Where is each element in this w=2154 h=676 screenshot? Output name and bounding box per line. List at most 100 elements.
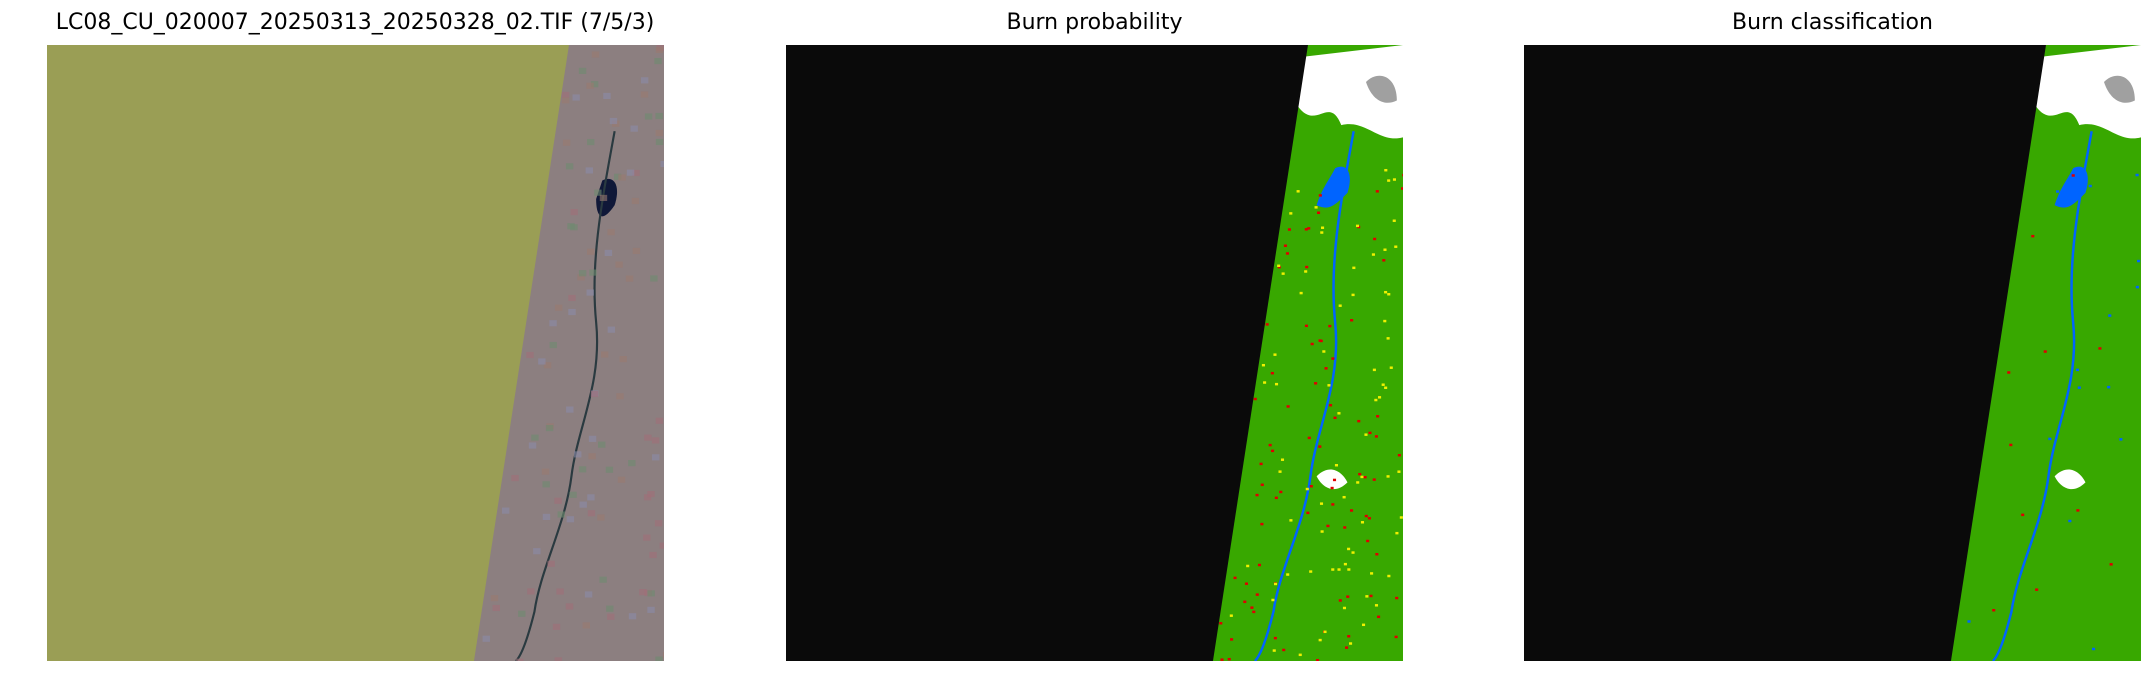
burn-pixel bbox=[1376, 415, 1380, 418]
burn-pixel bbox=[2092, 647, 2096, 651]
burn-classification-panel bbox=[1524, 45, 2141, 661]
burn-pixel bbox=[1334, 464, 1339, 467]
land-texture bbox=[566, 516, 575, 523]
land-texture bbox=[582, 622, 590, 629]
burn-pixel bbox=[1265, 323, 1269, 326]
land-texture bbox=[518, 610, 526, 617]
land-texture bbox=[542, 513, 551, 521]
burn-pixel bbox=[1274, 582, 1278, 586]
nodata-area bbox=[786, 45, 1308, 661]
land-texture bbox=[632, 169, 640, 177]
burn-pixel bbox=[1368, 431, 1372, 435]
burn-pixel bbox=[1263, 381, 1267, 384]
burn-pixel bbox=[1384, 168, 1388, 172]
land-texture bbox=[578, 466, 587, 473]
burn-pixel bbox=[1289, 519, 1293, 522]
burn-pixel bbox=[2075, 368, 2079, 372]
land-texture bbox=[654, 520, 663, 527]
land-texture bbox=[594, 189, 602, 196]
land-texture bbox=[644, 113, 653, 120]
land-texture bbox=[654, 57, 662, 65]
burn-pixel bbox=[1347, 568, 1351, 571]
burn-pixel bbox=[1299, 291, 1303, 295]
burn-pixel bbox=[1387, 293, 1391, 296]
burn-pixel bbox=[1331, 503, 1335, 506]
burn-pixel bbox=[1352, 266, 1356, 270]
land-texture bbox=[607, 613, 615, 620]
land-texture bbox=[630, 125, 638, 132]
burn-pixel bbox=[1401, 187, 1403, 190]
burn-pixel bbox=[1321, 226, 1325, 229]
land-texture bbox=[511, 474, 519, 482]
land-texture bbox=[616, 393, 624, 400]
cloud-mask bbox=[2054, 469, 2086, 490]
burn-pixel bbox=[1285, 252, 1290, 255]
land-texture bbox=[573, 451, 582, 458]
burn-pixel bbox=[1389, 366, 1393, 369]
land-texture bbox=[619, 356, 627, 363]
land-texture bbox=[613, 173, 622, 180]
land-texture bbox=[568, 294, 576, 302]
burn-pixel bbox=[1337, 412, 1341, 415]
land-texture bbox=[562, 139, 571, 146]
burn-pixel bbox=[1233, 576, 1237, 580]
land-texture bbox=[598, 441, 606, 448]
burn-pixel bbox=[1279, 490, 1283, 494]
burn-pixel bbox=[1281, 272, 1285, 275]
land-texture bbox=[652, 454, 660, 461]
burn-pixel bbox=[1383, 248, 1387, 251]
land-texture bbox=[579, 501, 587, 508]
burn-pixel bbox=[1296, 190, 1300, 193]
burn-pixel bbox=[1326, 524, 1330, 528]
burn-pixel bbox=[1305, 487, 1309, 491]
burn-pixel bbox=[1394, 245, 1398, 248]
land-texture bbox=[569, 491, 577, 498]
land-texture bbox=[554, 304, 563, 311]
land-texture bbox=[561, 91, 570, 99]
land-texture bbox=[547, 560, 555, 567]
burn-pixel bbox=[2107, 385, 2111, 389]
rgb-image-panel bbox=[47, 45, 664, 661]
burn-pixel bbox=[1372, 478, 1376, 481]
burn-pixel bbox=[1366, 539, 1370, 543]
land-texture bbox=[640, 91, 649, 98]
burn-pixel bbox=[1337, 568, 1341, 571]
river bbox=[515, 131, 616, 661]
land-texture bbox=[643, 494, 652, 501]
burn-pixel bbox=[1318, 194, 1322, 197]
burn-pixel bbox=[1283, 244, 1287, 247]
land-texture bbox=[554, 657, 563, 661]
burn-pixel bbox=[1271, 598, 1275, 602]
burn-pixel bbox=[1282, 648, 1286, 652]
land-texture bbox=[597, 514, 605, 521]
land-texture bbox=[556, 588, 564, 595]
burn-pixel bbox=[2076, 509, 2080, 512]
burn-pixel bbox=[2043, 350, 2047, 353]
land-texture bbox=[589, 269, 597, 276]
burn-pixel bbox=[1309, 570, 1313, 573]
land-texture bbox=[568, 308, 576, 316]
land-texture bbox=[599, 194, 608, 202]
cloud-mask bbox=[1298, 45, 1403, 139]
burn-pixel bbox=[1328, 404, 1333, 407]
burn-pixel bbox=[1305, 265, 1309, 269]
burn-pixel bbox=[1384, 386, 1388, 389]
burn-pixel bbox=[1387, 179, 1391, 182]
burn-pixel bbox=[1304, 270, 1308, 273]
land-texture bbox=[557, 511, 565, 518]
burn-pixel bbox=[2035, 588, 2039, 591]
burn-pixel bbox=[1360, 475, 1364, 479]
land-texture bbox=[659, 542, 664, 549]
burn-pixel bbox=[1253, 397, 1257, 401]
burn-pixel bbox=[1310, 342, 1314, 346]
burn-probability-panel bbox=[786, 45, 1403, 661]
land-texture bbox=[617, 476, 626, 483]
land-texture bbox=[588, 453, 596, 460]
burn-pixel bbox=[2009, 443, 2013, 447]
burn-pixel bbox=[1372, 368, 1376, 372]
land-texture bbox=[527, 588, 535, 595]
burn-pixel bbox=[1369, 594, 1373, 598]
burn-pixel bbox=[1361, 623, 1366, 627]
burn-pixel bbox=[1367, 517, 1371, 520]
land-texture bbox=[631, 197, 640, 205]
